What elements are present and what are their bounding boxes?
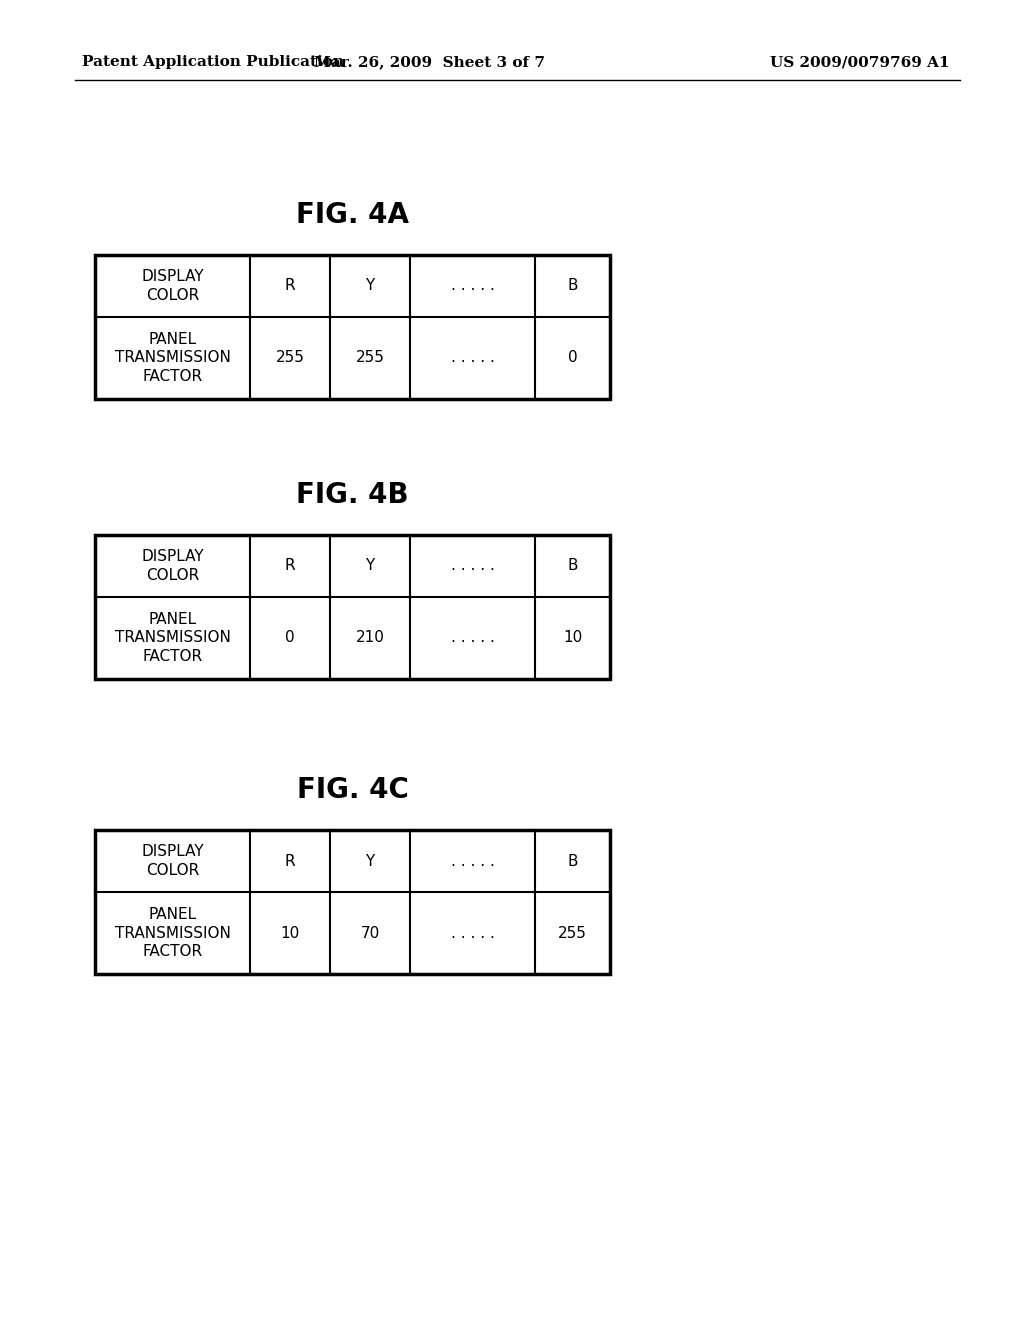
Text: PANEL
TRANSMISSION
FACTOR: PANEL TRANSMISSION FACTOR (115, 612, 230, 664)
Text: B: B (567, 854, 578, 869)
Text: 10: 10 (563, 631, 582, 645)
Text: US 2009/0079769 A1: US 2009/0079769 A1 (770, 55, 950, 69)
Text: 0: 0 (567, 351, 578, 366)
Text: Y: Y (366, 558, 375, 573)
Text: DISPLAY
COLOR: DISPLAY COLOR (141, 549, 204, 583)
Text: Y: Y (366, 854, 375, 869)
Text: . . . . .: . . . . . (451, 558, 495, 573)
Text: 10: 10 (281, 925, 300, 940)
Text: Mar. 26, 2009  Sheet 3 of 7: Mar. 26, 2009 Sheet 3 of 7 (314, 55, 546, 69)
Text: . . . . .: . . . . . (451, 631, 495, 645)
Text: 210: 210 (355, 631, 384, 645)
Text: 255: 255 (275, 351, 304, 366)
Text: 255: 255 (558, 925, 587, 940)
Text: B: B (567, 279, 578, 293)
Bar (95, 255, 610, 399)
Text: 70: 70 (360, 925, 380, 940)
Text: . . . . .: . . . . . (451, 854, 495, 869)
Text: B: B (567, 558, 578, 573)
Text: R: R (285, 558, 295, 573)
Text: R: R (285, 279, 295, 293)
Text: 0: 0 (286, 631, 295, 645)
Text: FIG. 4A: FIG. 4A (296, 201, 409, 228)
Text: PANEL
TRANSMISSION
FACTOR: PANEL TRANSMISSION FACTOR (115, 907, 230, 960)
Text: FIG. 4C: FIG. 4C (297, 776, 409, 804)
Text: . . . . .: . . . . . (451, 279, 495, 293)
Text: Y: Y (366, 279, 375, 293)
Text: DISPLAY
COLOR: DISPLAY COLOR (141, 269, 204, 302)
Text: DISPLAY
COLOR: DISPLAY COLOR (141, 845, 204, 878)
Text: Patent Application Publication: Patent Application Publication (82, 55, 344, 69)
Text: R: R (285, 854, 295, 869)
Text: FIG. 4B: FIG. 4B (296, 480, 409, 510)
Text: PANEL
TRANSMISSION
FACTOR: PANEL TRANSMISSION FACTOR (115, 331, 230, 384)
Bar (95, 535, 610, 678)
Text: . . . . .: . . . . . (451, 925, 495, 940)
Text: . . . . .: . . . . . (451, 351, 495, 366)
Bar (95, 830, 610, 974)
Text: 255: 255 (355, 351, 384, 366)
